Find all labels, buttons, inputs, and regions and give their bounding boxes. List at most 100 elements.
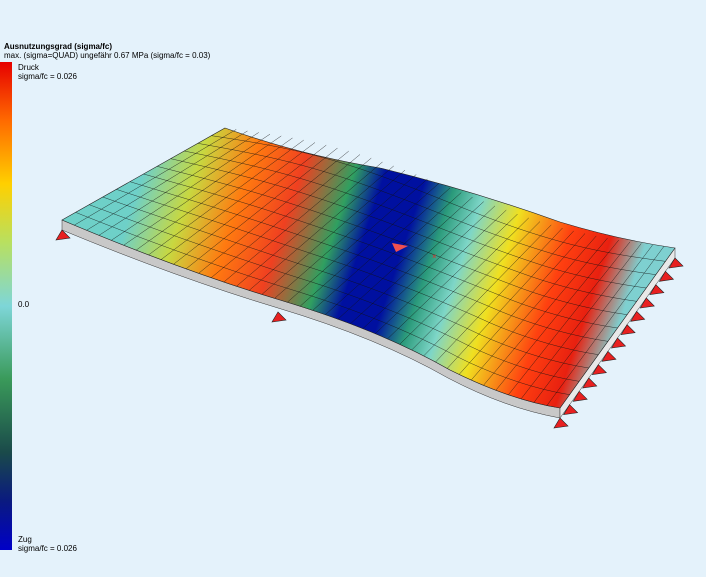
- mesh-line: [461, 207, 473, 212]
- mesh-line: [541, 372, 554, 377]
- mesh-line: [545, 311, 558, 316]
- mesh-line: [573, 349, 586, 353]
- mesh-line: [298, 277, 311, 282]
- mesh-line: [211, 248, 224, 254]
- mesh-line: [251, 178, 264, 182]
- mesh-line: [497, 264, 509, 269]
- legend-top-value: sigma/fc = 0.026: [18, 72, 77, 81]
- mesh-line: [126, 205, 139, 210]
- mesh-line: [310, 195, 323, 200]
- mesh-line: [381, 190, 393, 196]
- mesh-line: [553, 268, 566, 273]
- mesh-line: [309, 238, 322, 243]
- mesh-line: [380, 234, 393, 240]
- mesh-line: [393, 253, 406, 259]
- mesh-line: [285, 230, 298, 235]
- fem-model: ×: [55, 127, 684, 429]
- mesh-line: [241, 163, 254, 167]
- mesh-line: [521, 303, 534, 309]
- mesh-line: [404, 184, 416, 190]
- mesh-line: [520, 272, 532, 277]
- mesh-line: [601, 295, 614, 298]
- mesh-line: [421, 323, 434, 329]
- mesh-line: [369, 259, 383, 264]
- mesh-line: [261, 208, 274, 213]
- mesh-line: [488, 305, 501, 312]
- mesh-line: [335, 174, 347, 179]
- mesh-line: [531, 276, 544, 281]
- mesh-line: [113, 213, 126, 219]
- mesh-line: [634, 286, 647, 289]
- mesh-line: [504, 360, 517, 366]
- mesh-line: [297, 263, 311, 268]
- support: [271, 311, 287, 323]
- mesh-line: [495, 220, 507, 225]
- mesh-line: [170, 158, 183, 162]
- mesh-line: [438, 198, 451, 203]
- mesh-line: [323, 171, 336, 176]
- mesh-line: [380, 219, 393, 225]
- mesh-line: [427, 193, 439, 199]
- mesh-line: [264, 168, 277, 172]
- mesh-line: [345, 236, 358, 241]
- mesh-line: [631, 256, 643, 259]
- mesh-line: [346, 178, 359, 183]
- mesh-line: [125, 218, 138, 223]
- mesh-line: [576, 365, 589, 369]
- mesh-line: [450, 217, 462, 223]
- mesh-line: [579, 305, 592, 309]
- mesh-line: [551, 359, 564, 364]
- mesh-line: [548, 343, 562, 348]
- mesh-line: [260, 236, 274, 241]
- mesh-line: [256, 142, 269, 146]
- mesh-line: [190, 187, 203, 191]
- mesh-line: [384, 307, 398, 314]
- support: [572, 390, 588, 402]
- mesh-line: [417, 277, 430, 283]
- mesh-line: [442, 301, 455, 308]
- mesh-line: [415, 203, 428, 209]
- support: [582, 377, 598, 389]
- mesh-line: [272, 254, 286, 260]
- mesh-line: [164, 204, 177, 210]
- mesh-line: [502, 343, 515, 349]
- mesh-line: [475, 285, 488, 291]
- mesh-line: [188, 212, 201, 217]
- mesh-line: [536, 340, 549, 345]
- mesh-line: [381, 248, 394, 254]
- mesh-line: [279, 147, 291, 150]
- mesh-line: [87, 217, 101, 223]
- mesh-line: [544, 295, 556, 300]
- mesh-line: [177, 195, 190, 200]
- mesh-line: [309, 223, 322, 229]
- mesh-line: [410, 333, 423, 340]
- mesh-line: [485, 259, 498, 265]
- mesh-line: [561, 346, 574, 351]
- mesh-line: [433, 328, 446, 335]
- mesh-line: [215, 181, 228, 185]
- mesh-line: [472, 226, 485, 231]
- mesh-line: [441, 286, 454, 292]
- mesh-line: [491, 355, 505, 361]
- mesh-line: [556, 392, 570, 395]
- mesh-line: [542, 265, 554, 269]
- mesh-line: [589, 292, 602, 296]
- mesh-line: [333, 217, 346, 223]
- mesh-line: [276, 171, 289, 176]
- mesh-line: [405, 272, 419, 278]
- mesh-line: [347, 294, 361, 299]
- mesh-line: [593, 323, 606, 327]
- mesh-line: [261, 279, 274, 285]
- mesh-line: [112, 226, 125, 232]
- mesh-line: [370, 172, 382, 177]
- mesh-line: [321, 256, 335, 262]
- mesh-line: [598, 264, 610, 268]
- mesh-line: [236, 242, 249, 248]
- mesh-line: [405, 257, 418, 263]
- mesh-line: [290, 149, 303, 153]
- support: [591, 364, 607, 376]
- mesh-line: [182, 161, 194, 165]
- mesh-line: [483, 215, 496, 221]
- mesh-line: [312, 167, 324, 172]
